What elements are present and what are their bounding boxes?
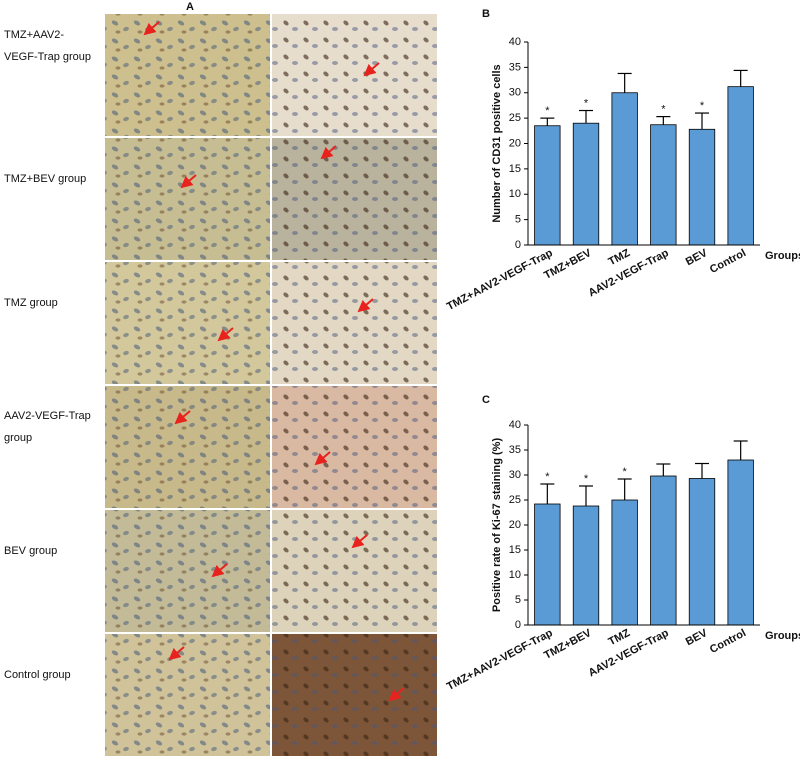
red-arrow	[174, 410, 191, 425]
bar	[727, 459, 754, 626]
red-arrow	[143, 21, 160, 36]
bar	[688, 128, 716, 246]
significance-mark: *	[700, 100, 705, 112]
red-arrow	[180, 174, 197, 189]
row-label: TMZ+BEV group	[4, 173, 86, 185]
red-arrow	[351, 534, 368, 549]
x-axis-label: Groups	[765, 250, 800, 262]
y-tick-label: 25	[509, 494, 521, 506]
micrograph-texture	[272, 510, 437, 632]
y-tick-label: 5	[515, 594, 521, 606]
y-tick-label: 0	[515, 619, 521, 631]
y-axis-label: Positive rate of Ki-67 staining (%)	[491, 438, 503, 613]
micrograph-texture	[272, 634, 437, 756]
bar	[572, 122, 600, 246]
bar	[727, 86, 754, 246]
x-tick-label: TMZ+AAV2-VEGF-Trap	[445, 247, 555, 313]
micrograph-texture	[272, 138, 437, 260]
bar	[650, 124, 677, 246]
x-tick-label: TMZ	[606, 627, 632, 648]
row-label: TMZ group	[4, 297, 58, 309]
row-label: VEGF-Trap group	[4, 51, 91, 63]
significance-mark: *	[545, 471, 550, 483]
x-axis-label: Groups	[765, 630, 800, 642]
micrograph-texture	[272, 386, 437, 508]
bar	[611, 499, 638, 626]
bar	[534, 125, 561, 246]
row-label: group	[4, 432, 32, 444]
red-arrow	[363, 62, 380, 77]
red-arrow	[217, 327, 234, 342]
y-tick-label: 10	[509, 569, 521, 581]
micrograph-texture	[272, 14, 437, 136]
y-tick-label: 30	[509, 469, 521, 481]
significance-mark: *	[661, 104, 666, 116]
micrograph-texture	[105, 634, 270, 756]
micrograph-texture	[105, 262, 270, 384]
y-tick-label: 25	[509, 112, 521, 124]
micrograph-texture	[105, 510, 270, 632]
y-tick-label: 5	[515, 214, 521, 226]
row-label: AAV2-VEGF-Trap	[4, 410, 91, 422]
micrograph-texture	[105, 138, 270, 260]
y-tick-label: 0	[515, 239, 521, 251]
panel-label: C	[482, 394, 490, 406]
bar	[650, 475, 677, 626]
panel-label: B	[482, 8, 490, 20]
x-tick-label: TMZ+AAV2-VEGF-Trap	[445, 627, 555, 693]
red-arrow	[388, 687, 405, 702]
x-tick-label: BEV	[684, 627, 710, 649]
bar	[688, 478, 716, 626]
y-tick-label: 20	[509, 519, 521, 531]
row-label: BEV group	[4, 545, 57, 557]
y-tick-label: 35	[509, 61, 521, 73]
red-arrow	[357, 298, 374, 313]
y-tick-label: 35	[509, 444, 521, 456]
y-tick-label: 10	[509, 188, 521, 200]
y-tick-label: 40	[509, 419, 521, 431]
significance-mark: *	[623, 466, 628, 478]
x-tick-label: Control	[708, 247, 748, 276]
bar	[611, 92, 638, 246]
micrograph-texture	[272, 262, 437, 384]
x-tick-label: Control	[708, 627, 748, 656]
y-tick-label: 15	[509, 544, 521, 556]
bar	[534, 503, 561, 626]
y-tick-label: 20	[509, 137, 521, 149]
y-tick-label: 15	[509, 163, 521, 175]
micrograph-texture	[105, 386, 270, 508]
significance-mark: *	[584, 98, 589, 110]
micrograph-grid	[105, 14, 437, 756]
red-arrow	[211, 563, 228, 578]
y-axis-label: Number of CD31 positive cells	[491, 64, 503, 222]
red-arrow	[320, 145, 337, 160]
y-tick-label: 40	[509, 36, 521, 48]
bar	[572, 505, 600, 626]
row-label: Control group	[4, 669, 71, 681]
panel-label: A	[186, 1, 194, 13]
red-arrow	[314, 451, 331, 466]
micrograph-texture	[105, 14, 270, 136]
y-tick-label: 30	[509, 87, 521, 99]
significance-mark: *	[545, 105, 550, 117]
x-tick-label: TMZ	[606, 247, 632, 268]
red-arrow	[168, 646, 185, 661]
x-tick-label: BEV	[684, 247, 710, 269]
significance-mark: *	[584, 473, 589, 485]
row-label: TMZ+AAV2-	[4, 29, 64, 41]
